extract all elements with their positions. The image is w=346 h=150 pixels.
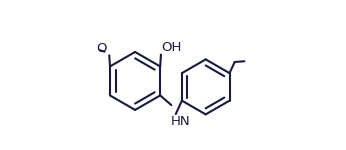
Text: O: O — [97, 42, 107, 55]
Text: HN: HN — [171, 115, 190, 128]
Text: OH: OH — [162, 41, 182, 54]
